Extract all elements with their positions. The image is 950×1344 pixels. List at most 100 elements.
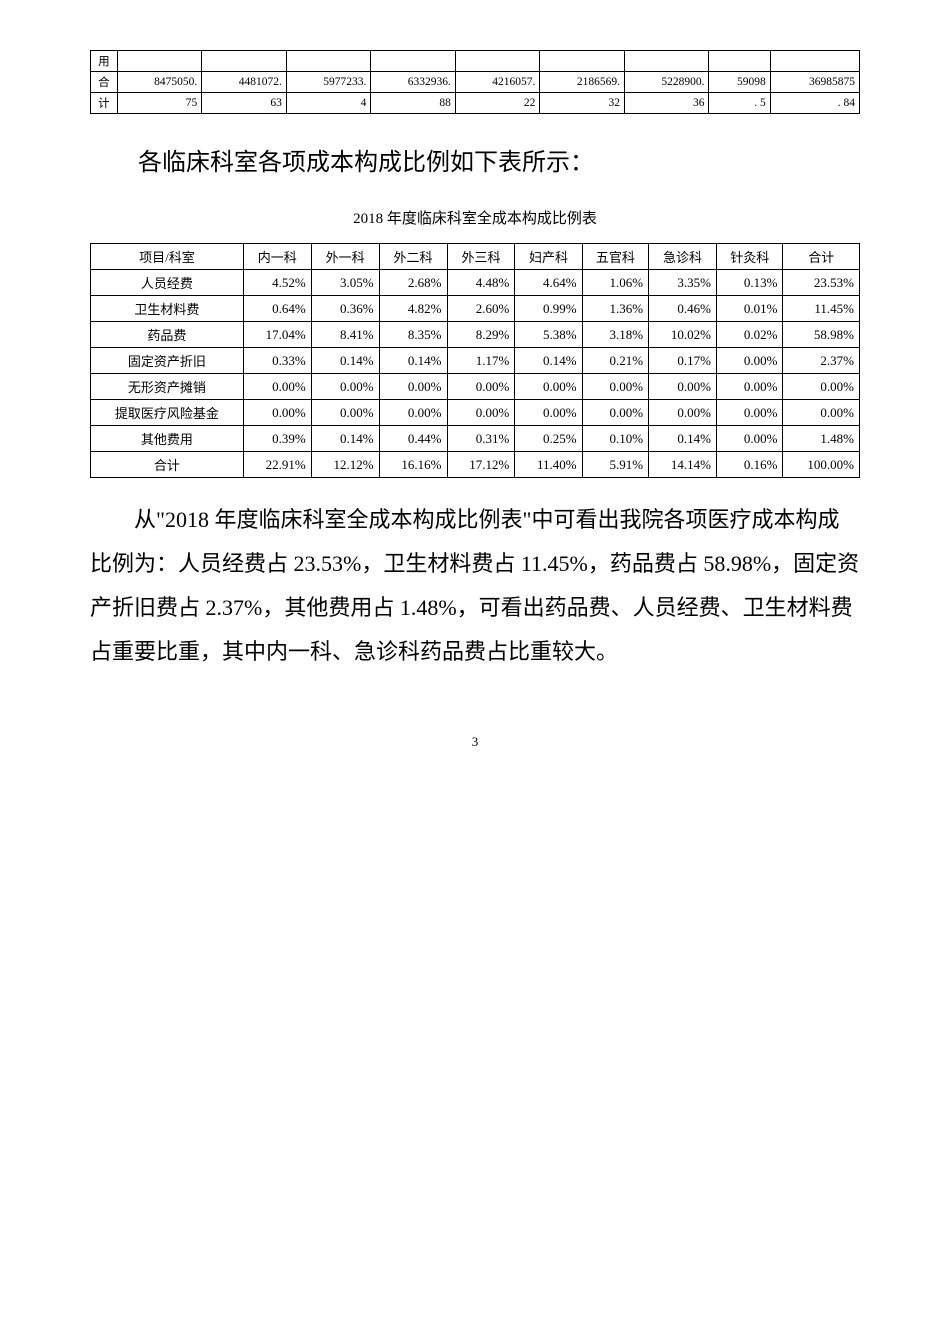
cell: . 84 xyxy=(770,93,859,114)
cell: 0.00% xyxy=(783,374,860,400)
cell: 0.00% xyxy=(783,400,860,426)
cell: 4.82% xyxy=(379,296,447,322)
cell: 6332936. xyxy=(371,72,456,93)
cell: 0.33% xyxy=(243,348,311,374)
cell: 0.02% xyxy=(716,322,782,348)
row-label: 合计 xyxy=(91,452,244,478)
table-row: 人员经费 4.52% 3.05% 2.68% 4.48% 4.64% 1.06%… xyxy=(91,270,860,296)
cell: 11.45% xyxy=(783,296,860,322)
cell: 11.40% xyxy=(515,452,582,478)
col-header: 合计 xyxy=(783,244,860,270)
cell: 4216057. xyxy=(455,72,540,93)
col-header: 外三科 xyxy=(447,244,515,270)
cell: 75 xyxy=(117,93,202,114)
cell: 0.31% xyxy=(447,426,515,452)
cell: 0.00% xyxy=(716,426,782,452)
cell: 88 xyxy=(371,93,456,114)
cell: 22 xyxy=(455,93,540,114)
cell: 2.68% xyxy=(379,270,447,296)
row-label: 其他费用 xyxy=(91,426,244,452)
body-paragraph: 从"2018 年度临床科室全成本构成比例表"中可看出我院各项医疗成本构成比例为：… xyxy=(90,498,860,674)
row-label: 用 xyxy=(91,51,118,72)
cell xyxy=(770,51,859,72)
cell: 0.00% xyxy=(716,348,782,374)
table-row: 卫生材料费 0.64% 0.36% 4.82% 2.60% 0.99% 1.36… xyxy=(91,296,860,322)
cost-ratio-table: 项目/科室 内一科 外一科 外二科 外三科 妇产科 五官科 急诊科 针灸科 合计… xyxy=(90,243,860,478)
cell: 0.00% xyxy=(447,400,515,426)
cell: 8.35% xyxy=(379,322,447,348)
cell: 0.00% xyxy=(515,400,582,426)
cell: 0.00% xyxy=(447,374,515,400)
row-label: 人员经费 xyxy=(91,270,244,296)
col-header: 针灸科 xyxy=(716,244,782,270)
cell: 0.99% xyxy=(515,296,582,322)
table-row: 药品费 17.04% 8.41% 8.35% 8.29% 5.38% 3.18%… xyxy=(91,322,860,348)
cell: 2186569. xyxy=(540,72,625,93)
cell: 32 xyxy=(540,93,625,114)
col-header: 内一科 xyxy=(243,244,311,270)
cell: 5.91% xyxy=(582,452,648,478)
cell: 4 xyxy=(286,93,371,114)
table-row: 合计 22.91% 12.12% 16.16% 17.12% 11.40% 5.… xyxy=(91,452,860,478)
cell: 0.01% xyxy=(716,296,782,322)
cell: 1.06% xyxy=(582,270,648,296)
cell xyxy=(624,51,709,72)
cell: 100.00% xyxy=(783,452,860,478)
table-row: 其他费用 0.39% 0.14% 0.44% 0.31% 0.25% 0.10%… xyxy=(91,426,860,452)
cell: 0.00% xyxy=(311,374,379,400)
cell: 3.05% xyxy=(311,270,379,296)
cell xyxy=(540,51,625,72)
cell xyxy=(709,51,770,72)
table-caption: 2018 年度临床科室全成本构成比例表 xyxy=(90,207,860,228)
cell: 0.00% xyxy=(311,400,379,426)
cell xyxy=(286,51,371,72)
cell: 8.41% xyxy=(311,322,379,348)
cell: 0.25% xyxy=(515,426,582,452)
cell: . 5 xyxy=(709,93,770,114)
cell: 0.00% xyxy=(243,374,311,400)
table-row: 计 75 63 4 88 22 32 36 . 5 . 84 xyxy=(91,93,860,114)
cell: 4481072. xyxy=(202,72,287,93)
cell: 4.64% xyxy=(515,270,582,296)
table-row: 无形资产摊销 0.00% 0.00% 0.00% 0.00% 0.00% 0.0… xyxy=(91,374,860,400)
cell: 1.48% xyxy=(783,426,860,452)
col-header: 五官科 xyxy=(582,244,648,270)
row-label: 计 xyxy=(91,93,118,114)
cell: 17.12% xyxy=(447,452,515,478)
cell: 4.52% xyxy=(243,270,311,296)
cell: 0.00% xyxy=(379,400,447,426)
cell: 8.29% xyxy=(447,322,515,348)
table-header-row: 项目/科室 内一科 外一科 外二科 外三科 妇产科 五官科 急诊科 针灸科 合计 xyxy=(91,244,860,270)
cell: 0.44% xyxy=(379,426,447,452)
cell xyxy=(117,51,202,72)
table-row: 用 xyxy=(91,51,860,72)
col-header: 外二科 xyxy=(379,244,447,270)
cell: 1.17% xyxy=(447,348,515,374)
cell: 8475050. xyxy=(117,72,202,93)
cell: 0.00% xyxy=(716,374,782,400)
cell: 0.16% xyxy=(716,452,782,478)
cell: 1.36% xyxy=(582,296,648,322)
table-row: 固定资产折旧 0.33% 0.14% 0.14% 1.17% 0.14% 0.2… xyxy=(91,348,860,374)
cell: 63 xyxy=(202,93,287,114)
cell: 0.00% xyxy=(716,400,782,426)
cell: 0.36% xyxy=(311,296,379,322)
table-row: 合 8475050. 4481072. 5977233. 6332936. 42… xyxy=(91,72,860,93)
cell: 3.18% xyxy=(582,322,648,348)
cell: 0.14% xyxy=(311,348,379,374)
cell: 0.10% xyxy=(582,426,648,452)
cell: 4.48% xyxy=(447,270,515,296)
cell: 36 xyxy=(624,93,709,114)
page-number: 3 xyxy=(90,734,860,750)
row-label: 卫生材料费 xyxy=(91,296,244,322)
cell: 0.39% xyxy=(243,426,311,452)
cell: 0.00% xyxy=(243,400,311,426)
cell: 58.98% xyxy=(783,322,860,348)
col-header: 妇产科 xyxy=(515,244,582,270)
cell: 59098 xyxy=(709,72,770,93)
cell: 0.00% xyxy=(582,400,648,426)
cell: 23.53% xyxy=(783,270,860,296)
cell xyxy=(202,51,287,72)
cell: 0.46% xyxy=(649,296,717,322)
cell: 5.38% xyxy=(515,322,582,348)
